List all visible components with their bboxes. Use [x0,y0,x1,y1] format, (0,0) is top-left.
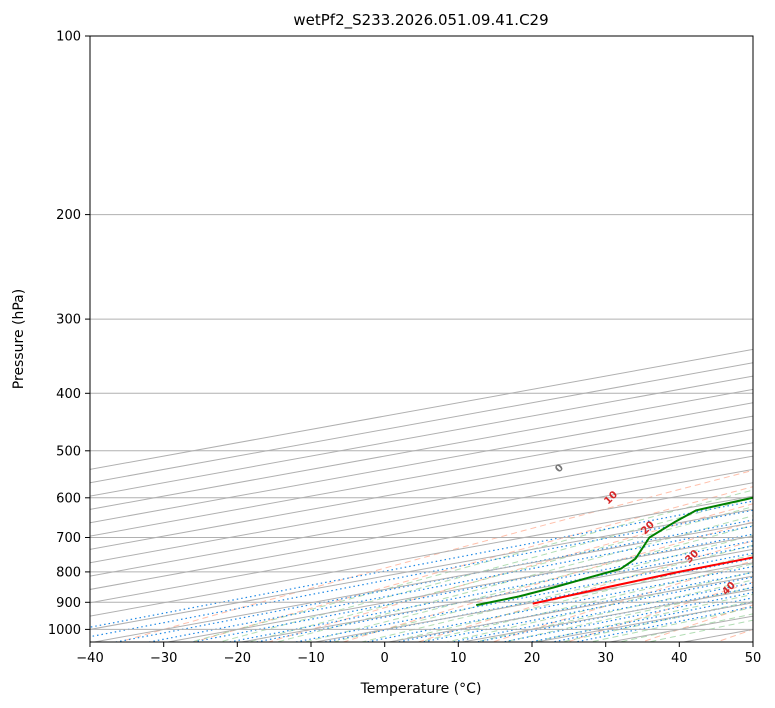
moist-adiabat [473,579,753,642]
isotherm-line [90,482,753,604]
x-tick-label: 10 [450,651,467,666]
isotherm-line [90,468,753,590]
y-tick-label: 600 [56,491,81,506]
chart-title: wetPf2_S233.2026.051.09.41.C29 [293,11,548,30]
y-tick-label: 200 [56,208,81,223]
moist-adiabat [303,524,753,642]
y-axis-label: Pressure (hPa) [11,289,27,389]
x-axis-label: Temperature (°C) [360,681,482,697]
moist-adiabat [188,489,753,642]
isotherm-line [165,535,753,642]
isotherm-line [90,428,753,550]
dry-adiabat [192,486,753,642]
moist-adiabat [387,554,753,642]
x-tick-label: 30 [597,651,614,666]
dry-adiabat [416,540,753,642]
dry-adiabat [491,560,753,642]
y-tick-label: 1000 [48,623,81,638]
dry-adiabat [266,503,753,642]
plot-frame [89,35,754,643]
moist-adiabat [588,607,753,642]
x-tick-label: 40 [671,651,688,666]
moist-adiabat [359,544,753,642]
y-tick-label: 700 [56,531,81,546]
y-tick-label: 300 [56,313,81,328]
isotherm-line [90,455,753,577]
x-tick-label: −20 [224,651,251,666]
dewpoint-profile [476,496,753,607]
isotherm-gridlines [90,348,753,642]
isobar-gridlines [90,36,753,630]
x-tick-label: −40 [76,651,103,666]
y-tick-label: 800 [56,565,81,580]
y-axis-ticks: 1000 900 800 700 600 500 400 300 200 100 [48,30,90,638]
y-tick-label: 100 [56,30,81,45]
isotherm-line [90,508,753,630]
sounding-profiles [476,496,753,607]
isotherm-line [90,495,753,617]
x-tick-label: 0 [381,651,389,666]
x-tick-label: −10 [297,651,324,666]
x-tick-label: 50 [745,651,762,666]
y-tick-label: 400 [56,387,81,402]
x-tick-label: −30 [150,651,177,666]
isotherm-line [91,522,753,642]
y-tick-label: 500 [56,444,81,459]
y-tick-label: 900 [56,596,81,611]
moist-adiabat [444,571,753,642]
x-axis-ticks: −40 −30 −20 −10 0 10 20 30 40 50 [76,642,761,666]
isotherm-line [90,442,753,564]
moist-adiabat [530,593,753,642]
plot-area: -100-90-80-70-60-50-40-30-20-10 0.10.20.… [90,36,753,642]
x-tick-label: 20 [524,651,541,666]
